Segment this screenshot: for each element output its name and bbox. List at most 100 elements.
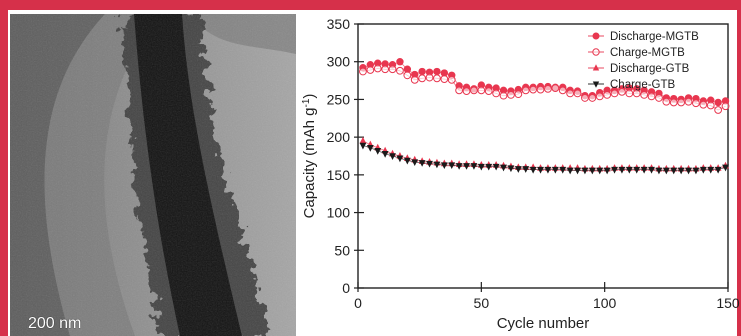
y-axis-label-close: ) xyxy=(301,94,318,99)
data-point xyxy=(625,166,633,174)
legend-marker xyxy=(592,48,600,56)
data-point xyxy=(611,166,618,174)
data-point xyxy=(655,167,663,175)
data-point xyxy=(462,87,471,96)
data-point xyxy=(551,166,559,174)
tem-grain xyxy=(10,14,296,336)
data-point xyxy=(699,166,707,174)
data-point xyxy=(596,167,604,175)
data-point xyxy=(537,166,544,174)
legend-marker xyxy=(592,64,600,71)
data-point xyxy=(692,167,700,175)
y-tick-label: 350 xyxy=(327,16,351,32)
data-point xyxy=(714,166,722,174)
frame-border-top xyxy=(0,0,741,10)
data-point xyxy=(366,144,374,152)
legend-item: Discharge-GTB xyxy=(588,63,690,75)
data-point xyxy=(492,89,501,98)
data-point xyxy=(521,86,530,95)
data-point xyxy=(381,65,390,74)
data-point xyxy=(433,67,441,76)
data-point xyxy=(588,167,596,175)
data-point xyxy=(455,86,464,95)
legend-label: Discharge-GTB xyxy=(610,63,690,75)
data-point xyxy=(388,65,397,74)
data-point xyxy=(507,91,515,99)
data-point xyxy=(573,89,582,98)
data-point xyxy=(418,67,426,76)
data-point xyxy=(581,167,589,175)
data-point xyxy=(485,163,493,171)
y-tick-label: 100 xyxy=(327,205,351,221)
data-point xyxy=(662,97,671,106)
data-point xyxy=(455,163,463,170)
data-point xyxy=(433,74,441,83)
data-point xyxy=(692,99,700,108)
data-point xyxy=(566,89,575,98)
data-point xyxy=(440,162,448,170)
chart-legend: Discharge-MGTB Charge-MGTB Discharge-GTB Ch… xyxy=(588,31,699,91)
data-point xyxy=(684,97,693,106)
series-line xyxy=(362,145,726,171)
data-point xyxy=(507,165,515,173)
legend-label: Charge-GTB xyxy=(610,79,676,91)
data-point xyxy=(558,86,567,95)
series-line xyxy=(362,140,726,170)
y-tick-label: 50 xyxy=(334,242,350,258)
legend-marker xyxy=(592,81,600,88)
data-point xyxy=(633,166,641,174)
data-point xyxy=(403,71,412,80)
data-point xyxy=(470,163,478,170)
plot-frame xyxy=(357,23,729,289)
x-axis-label: Cycle number xyxy=(497,315,590,332)
data-point xyxy=(396,66,404,75)
y-tick-label: 250 xyxy=(327,91,351,107)
data-point xyxy=(648,166,655,174)
legend-item: Charge-GTB xyxy=(588,79,676,91)
y-axis-label-sup: -1 xyxy=(301,98,312,107)
data-point xyxy=(677,98,686,107)
data-point xyxy=(618,87,626,96)
chart-axes: 0 50 100 150 200 250 300 350 0 50 100 150 xyxy=(327,16,740,311)
data-point xyxy=(477,86,486,95)
data-point xyxy=(470,86,478,95)
data-point xyxy=(514,90,523,99)
data-point xyxy=(544,166,552,174)
x-tick-label: 100 xyxy=(593,295,617,311)
data-point xyxy=(529,166,537,174)
frame-border-left xyxy=(0,0,8,336)
data-point xyxy=(411,159,419,167)
data-point xyxy=(714,106,723,114)
data-point xyxy=(559,166,567,174)
series-discharge-gtb xyxy=(359,136,729,172)
data-point xyxy=(440,75,449,83)
y-tick-label: 0 xyxy=(342,280,350,296)
data-point xyxy=(685,167,692,175)
data-point xyxy=(484,87,493,96)
data-point xyxy=(410,75,419,84)
data-point xyxy=(669,98,678,107)
data-point xyxy=(536,85,545,94)
data-point xyxy=(500,164,507,172)
chart-marks xyxy=(359,58,730,175)
data-point xyxy=(655,94,663,102)
data-point xyxy=(707,166,715,174)
data-point xyxy=(425,73,434,82)
data-point xyxy=(418,160,426,167)
frame-border-right xyxy=(737,0,741,336)
data-point xyxy=(529,85,538,94)
data-point xyxy=(677,167,685,175)
data-point xyxy=(366,66,375,74)
data-point xyxy=(706,101,715,110)
data-point xyxy=(448,162,456,170)
data-point xyxy=(595,92,604,101)
legend-label: Discharge-MGTB xyxy=(610,31,699,43)
data-point xyxy=(662,167,670,175)
data-point xyxy=(647,92,656,101)
data-point xyxy=(714,98,722,107)
scale-bar-label: 200 nm xyxy=(28,315,82,332)
data-point xyxy=(640,166,648,174)
x-tick-label: 50 xyxy=(474,295,490,311)
data-point xyxy=(381,151,389,158)
